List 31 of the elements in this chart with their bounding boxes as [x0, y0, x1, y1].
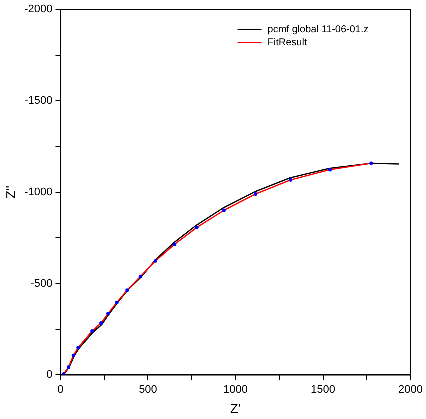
- point: [328, 168, 332, 172]
- point: [106, 312, 110, 316]
- point: [289, 178, 293, 182]
- legend-label: pcmf global 11-06-01.z: [268, 24, 369, 36]
- x-tick-label: 2000: [398, 384, 424, 396]
- point: [115, 300, 119, 304]
- point: [254, 192, 258, 196]
- point: [195, 226, 199, 230]
- point: [76, 346, 80, 350]
- x-axis-title: Z': [230, 400, 241, 416]
- x-tick-label: 0: [58, 384, 64, 396]
- point: [90, 330, 94, 334]
- y-tick-label: 0: [46, 369, 53, 382]
- y-tick-label: -1500: [24, 95, 53, 108]
- point: [370, 162, 374, 166]
- point: [173, 242, 177, 246]
- point: [126, 288, 130, 292]
- x-tick-label: 1000: [224, 384, 248, 396]
- y-tick-label: -500: [30, 278, 53, 290]
- legend-label: FitResult: [268, 37, 308, 48]
- point: [100, 321, 104, 326]
- point: [222, 208, 226, 212]
- y-tick-label: -2000: [24, 4, 53, 16]
- point: [154, 259, 158, 263]
- y-axis-title: Z'': [3, 186, 18, 199]
- point: [72, 354, 76, 358]
- x-tick-label: 1500: [311, 384, 336, 396]
- x-tick-label: 500: [139, 384, 158, 396]
- point: [138, 274, 143, 278]
- point: [66, 366, 71, 370]
- y-tick-label: -1000: [24, 186, 53, 198]
